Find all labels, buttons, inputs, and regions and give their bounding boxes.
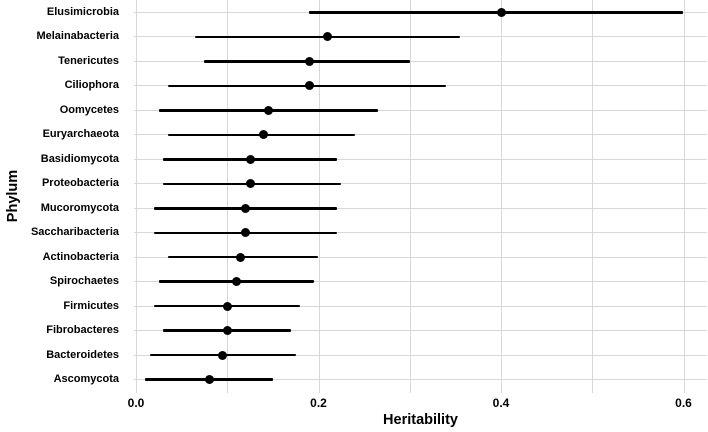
data-point xyxy=(218,350,228,360)
data-point xyxy=(245,154,255,164)
data-point xyxy=(259,130,269,140)
data-point xyxy=(222,326,232,336)
data-point xyxy=(304,56,314,66)
data-point xyxy=(222,301,232,311)
confidence-interval-bar xyxy=(309,11,684,14)
x-gridline xyxy=(409,0,411,393)
y-axis-label: Ciliophora xyxy=(64,79,119,92)
y-axis-label: Mucoromycota xyxy=(40,201,119,214)
y-axis-label: Actinobacteria xyxy=(42,250,119,263)
y-axis-label: Saccharibacteria xyxy=(30,226,119,239)
x-gridline xyxy=(227,0,229,393)
y-axis-label: Firmicutes xyxy=(63,299,119,312)
y-gridline xyxy=(134,60,707,62)
y-axis-label: Ascomycota xyxy=(53,373,119,386)
y-axis-label: Melainabacteria xyxy=(36,30,119,43)
y-axis-label: Proteobacteria xyxy=(41,177,119,190)
y-gridline xyxy=(134,330,707,332)
plot-panel xyxy=(134,0,707,393)
y-gridline xyxy=(134,281,707,283)
data-point xyxy=(304,81,314,91)
y-gridline xyxy=(134,256,707,258)
y-axis-label: Spirochaetes xyxy=(49,275,119,288)
x-gridline xyxy=(501,0,502,393)
x-axis-tick-label: 0.4 xyxy=(492,396,510,410)
data-point xyxy=(204,375,214,385)
y-axis-label: Euryarchaeota xyxy=(42,128,119,141)
x-axis-tick-label: 0.0 xyxy=(127,396,145,410)
y-gridline xyxy=(134,158,707,160)
y-gridline xyxy=(134,183,707,185)
data-point xyxy=(245,179,255,189)
y-gridline xyxy=(134,379,707,381)
data-point xyxy=(496,7,506,17)
y-axis-label: Oomycetes xyxy=(59,103,119,116)
x-gridline xyxy=(592,0,594,393)
data-point xyxy=(231,277,241,287)
y-axis-label: Elusimicrobia xyxy=(46,5,119,18)
y-axis-label: Basidiomycota xyxy=(40,152,119,165)
y-axis-label: Fibrobacteres xyxy=(46,324,119,337)
x-axis-title: Heritability xyxy=(383,412,458,428)
y-gridline xyxy=(134,354,707,356)
x-gridline xyxy=(318,0,320,393)
x-gridline xyxy=(136,0,137,393)
data-point xyxy=(241,203,250,213)
data-point xyxy=(263,105,273,115)
y-axis-label: Bacteroidetes xyxy=(46,348,119,361)
y-axis-label: Tenericutes xyxy=(58,54,119,67)
x-axis-tick-label: 0.2 xyxy=(310,396,327,410)
data-point xyxy=(241,228,250,238)
y-gridline xyxy=(134,207,707,209)
data-point xyxy=(323,32,333,42)
y-gridline xyxy=(134,134,707,136)
data-point xyxy=(236,252,246,262)
x-axis-tick-label: 0.6 xyxy=(675,396,692,410)
x-gridline xyxy=(683,0,685,393)
y-gridline xyxy=(134,232,707,234)
y-gridline xyxy=(134,109,707,111)
y-gridline xyxy=(134,305,707,307)
